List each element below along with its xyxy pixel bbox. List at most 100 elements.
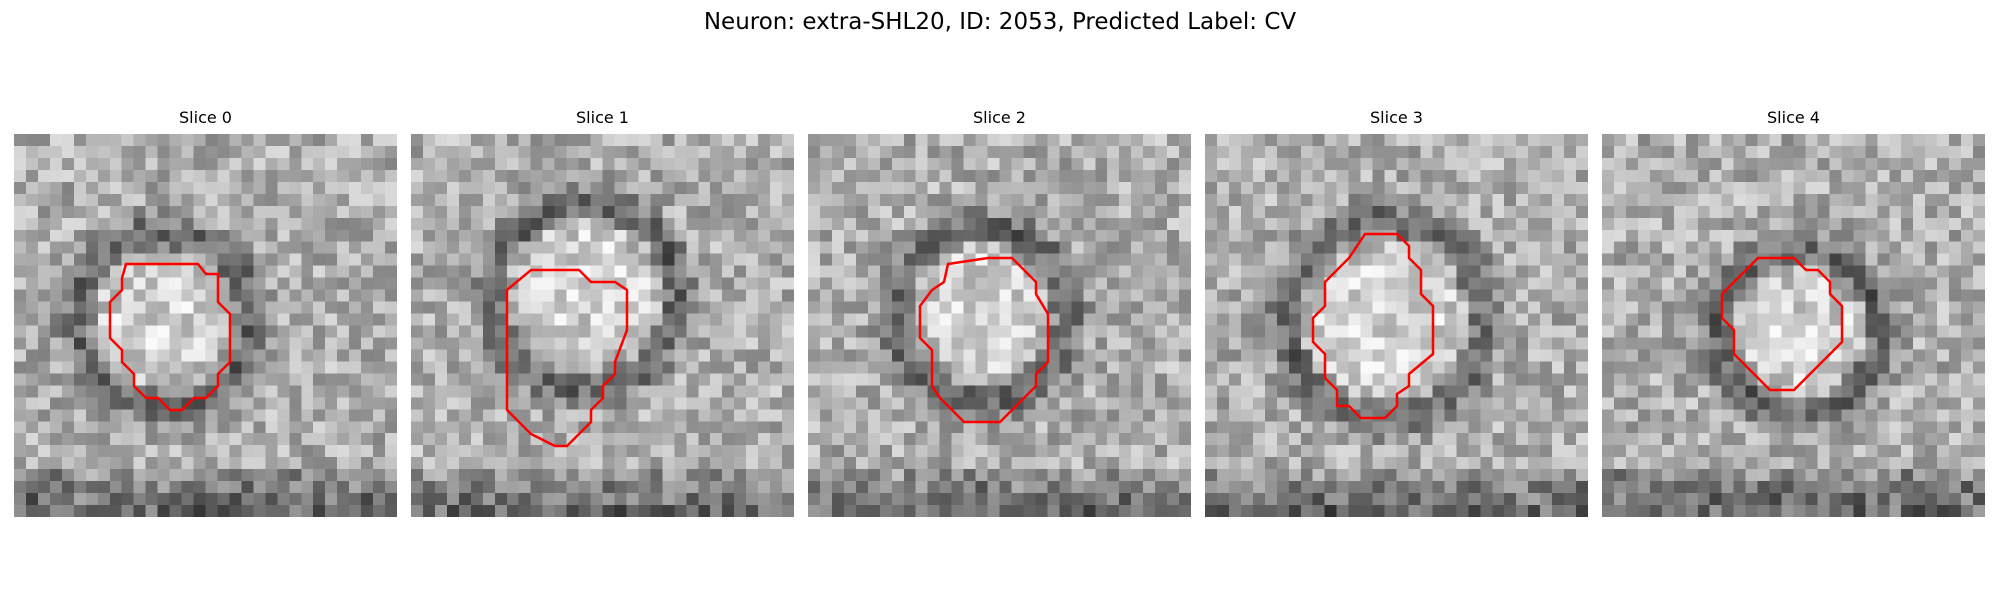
image-pixel (37, 361, 51, 374)
image-pixel (1649, 289, 1663, 303)
image-pixel (121, 325, 135, 339)
image-pixel (1901, 253, 1914, 267)
image-pixel (1468, 337, 1481, 351)
image-pixel (602, 469, 616, 482)
image-pixel (1949, 145, 1962, 159)
image-pixel (566, 181, 580, 195)
image-pixel (1456, 397, 1469, 410)
image-pixel (277, 217, 290, 231)
image-pixel (710, 481, 723, 494)
image-pixel (1119, 193, 1132, 207)
image-pixel (1143, 145, 1156, 159)
image-pixel (458, 445, 472, 458)
image-pixel (1673, 145, 1687, 159)
image-pixel (1264, 397, 1278, 410)
image-pixel (698, 134, 711, 147)
image-pixel (614, 313, 628, 327)
image-pixel (470, 409, 484, 422)
image-pixel (446, 409, 460, 422)
image-pixel (590, 505, 604, 517)
image-pixel (1468, 217, 1481, 231)
image-pixel (1107, 313, 1120, 327)
image-pixel (1228, 157, 1242, 171)
image-pixel (1240, 241, 1254, 255)
image-pixel (301, 301, 314, 315)
image-pixel (181, 361, 195, 374)
image-pixel (470, 457, 484, 470)
image-pixel (1540, 134, 1553, 147)
image-pixel (1420, 277, 1434, 291)
image-pixel (1841, 193, 1854, 207)
image-pixel (217, 457, 231, 470)
image-pixel (975, 409, 989, 422)
image-pixel (782, 325, 794, 339)
image-pixel (915, 457, 929, 470)
image-pixel (939, 337, 953, 351)
image-pixel (626, 289, 640, 303)
image-pixel (73, 433, 87, 446)
image-pixel (325, 325, 338, 339)
image-pixel (819, 337, 833, 351)
image-pixel (121, 301, 135, 315)
image-pixel (1348, 325, 1362, 339)
image-pixel (1336, 505, 1350, 517)
image-pixel (1432, 457, 1445, 470)
image-pixel (903, 409, 917, 422)
image-pixel (14, 265, 27, 279)
image-pixel (446, 253, 460, 267)
image-pixel (482, 481, 496, 494)
image-pixel (1468, 397, 1481, 410)
image-pixel (1504, 134, 1517, 147)
image-pixel (1949, 265, 1962, 279)
image-pixel (782, 469, 794, 482)
image-pixel (782, 313, 794, 327)
image-pixel (1348, 469, 1362, 482)
image-pixel (1396, 229, 1410, 243)
image-pixel (37, 229, 51, 243)
image-pixel (1697, 181, 1711, 195)
image-pixel (674, 313, 687, 327)
image-pixel (1937, 349, 1950, 363)
image-pixel (1300, 313, 1314, 327)
image-pixel (181, 205, 195, 219)
image-pixel (482, 134, 496, 147)
image-pixel (987, 385, 1001, 398)
image-pixel (14, 433, 27, 446)
image-pixel (1937, 301, 1950, 315)
image-pixel (1264, 157, 1278, 171)
image-pixel (265, 445, 278, 458)
image-pixel (1649, 361, 1663, 374)
image-pixel (662, 241, 675, 255)
image-pixel (1179, 325, 1191, 339)
image-pixel (1205, 349, 1218, 363)
image-pixel (265, 349, 278, 363)
image-pixel (1829, 157, 1842, 171)
image-pixel (867, 217, 881, 231)
image-pixel (241, 277, 254, 291)
image-pixel (1011, 301, 1025, 315)
image-pixel (518, 157, 532, 171)
image-pixel (722, 289, 735, 303)
image-pixel (566, 361, 580, 374)
image-pixel (843, 229, 857, 243)
image-pixel (1805, 193, 1819, 207)
image-pixel (85, 229, 99, 243)
image-pixel (1769, 457, 1783, 470)
image-pixel (1047, 445, 1060, 458)
image-pixel (1059, 469, 1072, 482)
image-pixel (1781, 421, 1795, 434)
image-pixel (1071, 134, 1084, 147)
image-pixel (891, 217, 905, 231)
image-pixel (1745, 229, 1759, 243)
image-pixel (289, 361, 302, 374)
image-pixel (1047, 181, 1060, 195)
image-pixel (133, 397, 147, 410)
image-pixel (1179, 457, 1191, 470)
image-pixel (879, 313, 893, 327)
image-pixel (1119, 325, 1132, 339)
image-pixel (446, 277, 460, 291)
image-pixel (1384, 493, 1398, 506)
image-pixel (710, 361, 723, 374)
image-pixel (1071, 373, 1084, 386)
image-pixel (782, 217, 794, 231)
